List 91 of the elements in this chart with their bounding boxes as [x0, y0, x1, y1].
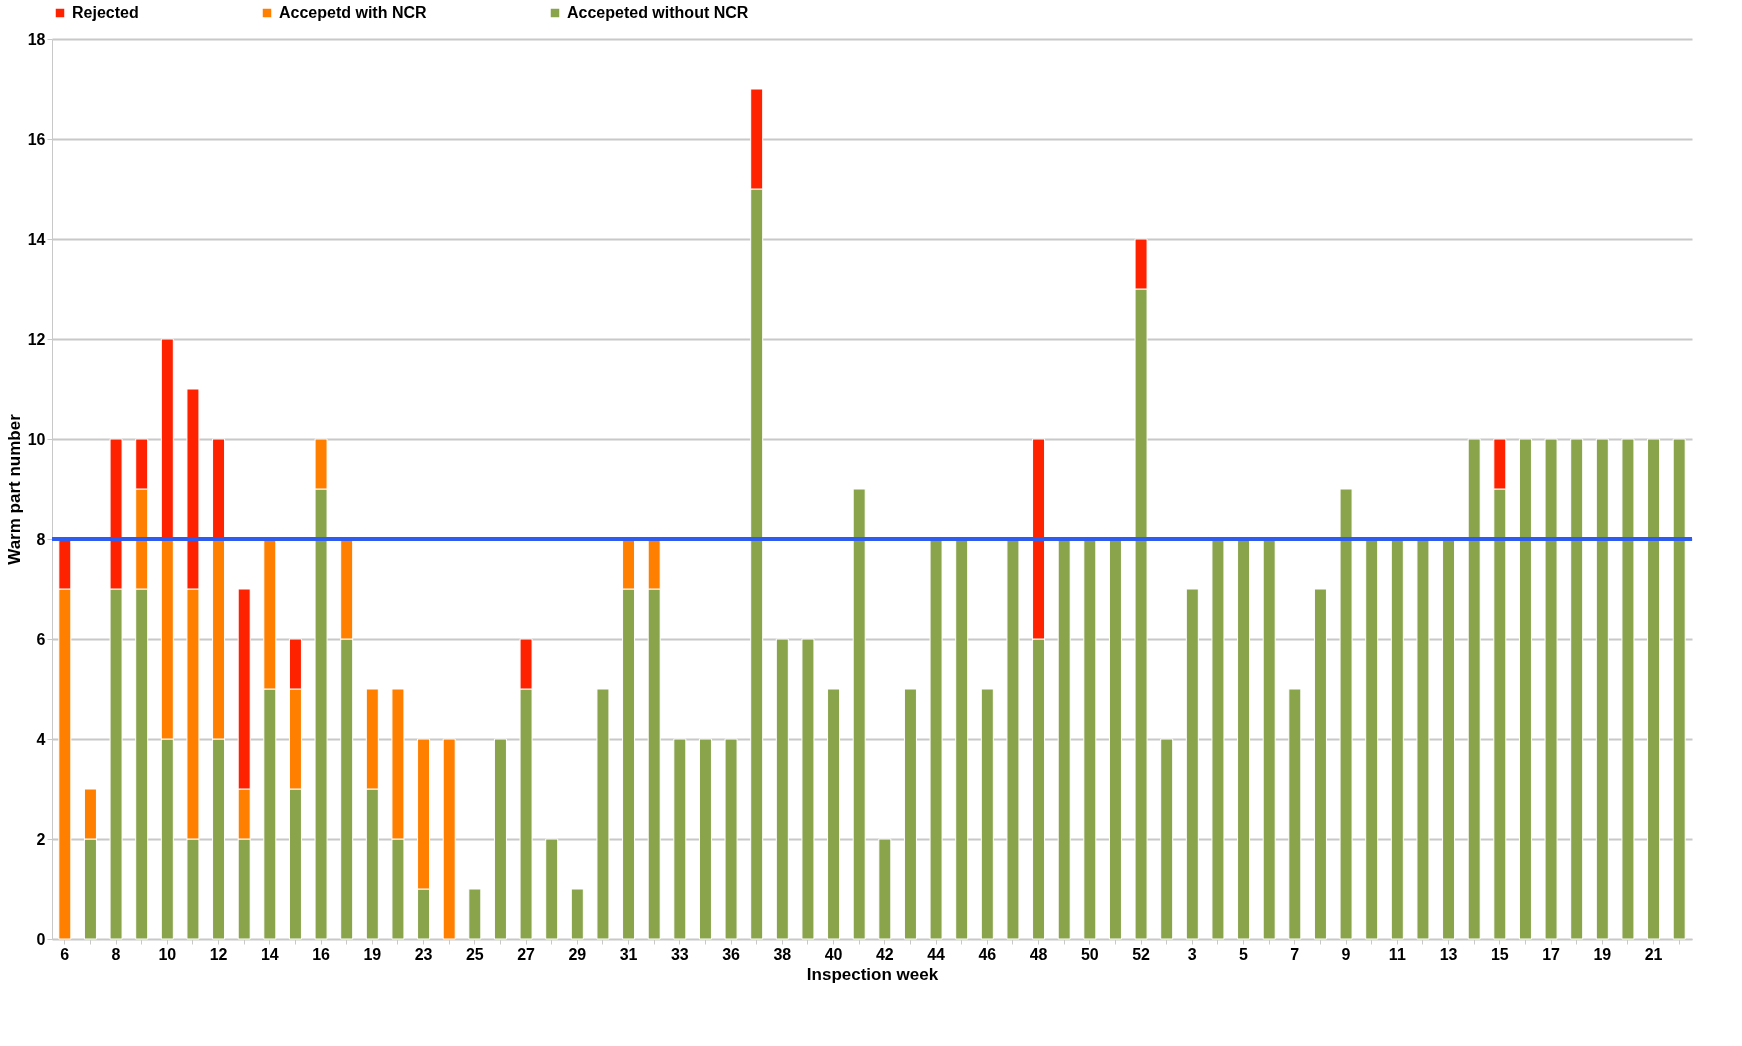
legend-label: Rejected — [72, 4, 139, 21]
x-tick-label: 11 — [1388, 945, 1406, 963]
x-tick-label: 33 — [670, 945, 689, 963]
bar — [1518, 438, 1532, 940]
x-tick-label: 9 — [1341, 945, 1351, 963]
bar — [1288, 688, 1302, 940]
bar — [212, 438, 226, 540]
y-axis-title: Warm part number — [4, 413, 24, 565]
bar — [775, 638, 789, 940]
bar — [1621, 438, 1635, 940]
x-tick-label: 50 — [1080, 945, 1099, 963]
bar — [827, 688, 841, 940]
x-tick-label: 27 — [517, 945, 536, 963]
bar — [852, 488, 866, 940]
x-tick-label: 21 — [1644, 945, 1663, 963]
y-tick-label: 14 — [27, 230, 46, 248]
bar — [878, 838, 892, 940]
bar — [903, 688, 917, 940]
bar — [442, 738, 456, 940]
y-tick-label: 0 — [36, 930, 46, 948]
bar — [929, 538, 943, 940]
x-tick-label: 29 — [568, 945, 587, 963]
x-tick-label: 6 — [60, 945, 70, 963]
bar — [1647, 438, 1661, 940]
bar — [1467, 438, 1481, 940]
y-tick-label: 2 — [36, 830, 46, 848]
x-tick-label: 14 — [260, 945, 279, 963]
x-tick-label: 31 — [619, 945, 638, 963]
bar — [1160, 738, 1174, 940]
y-tick-label: 8 — [36, 530, 46, 548]
bar — [1416, 538, 1430, 940]
bar — [1313, 588, 1327, 940]
x-tick-label: 10 — [158, 945, 177, 963]
x-tick-label: 38 — [773, 945, 792, 963]
x-tick-label: 44 — [927, 945, 946, 963]
bar — [1570, 438, 1584, 940]
bar — [1108, 538, 1122, 940]
bar — [1365, 538, 1379, 940]
x-tick-label: 42 — [875, 945, 894, 963]
x-tick-label: 40 — [824, 945, 843, 963]
bar — [1185, 588, 1199, 940]
x-tick-label: 19 — [363, 945, 382, 963]
bar — [955, 538, 969, 940]
bar — [1442, 538, 1456, 940]
x-tick-label: 3 — [1187, 945, 1197, 963]
bar — [801, 638, 815, 940]
x-tick-label: 15 — [1490, 945, 1509, 963]
x-tick-label: 52 — [1132, 945, 1151, 963]
bar — [1211, 538, 1225, 940]
x-tick-label: 36 — [722, 945, 741, 963]
x-tick-label: 19 — [1593, 945, 1612, 963]
x-tick-label: 46 — [978, 945, 997, 963]
bar — [1672, 438, 1686, 940]
bar — [980, 688, 994, 940]
bar — [1544, 438, 1558, 940]
x-tick-label: 23 — [414, 945, 433, 963]
bar — [493, 738, 507, 940]
bar — [1057, 538, 1071, 940]
bar — [1595, 438, 1609, 940]
bar — [1083, 538, 1097, 940]
x-tick-label: 16 — [312, 945, 331, 963]
x-tick-label: 7 — [1290, 945, 1300, 963]
y-tick-label: 4 — [36, 730, 46, 748]
y-tick-label: 12 — [27, 330, 46, 348]
x-axis-title: Inspection week — [806, 964, 939, 984]
x-tick-label: 5 — [1239, 945, 1249, 963]
legend-label: Accepetd with NCR — [279, 4, 428, 21]
bar — [468, 888, 482, 940]
bar — [698, 738, 712, 940]
bar — [673, 738, 687, 940]
x-tick-label: 25 — [465, 945, 484, 963]
bar — [724, 738, 738, 940]
y-tick-label: 18 — [27, 30, 46, 48]
x-tick-label: 17 — [1542, 945, 1561, 963]
x-tick-label: 48 — [1029, 945, 1048, 963]
legend-label: Accepeted without NCR — [567, 4, 749, 21]
y-tick-label: 10 — [27, 430, 46, 448]
x-tick-label: 8 — [111, 945, 121, 963]
x-tick-label: 13 — [1439, 945, 1458, 963]
x-tick-label: 12 — [209, 945, 228, 963]
bar — [160, 338, 174, 540]
bar — [1262, 538, 1276, 940]
bar — [1006, 538, 1020, 940]
bar — [1339, 488, 1353, 940]
bar — [1237, 538, 1251, 940]
y-tick-label: 16 — [27, 130, 46, 148]
y-tick-label: 6 — [36, 630, 46, 648]
bar — [596, 688, 610, 940]
bar — [570, 888, 584, 940]
bar — [1390, 538, 1404, 940]
bar — [545, 838, 559, 940]
